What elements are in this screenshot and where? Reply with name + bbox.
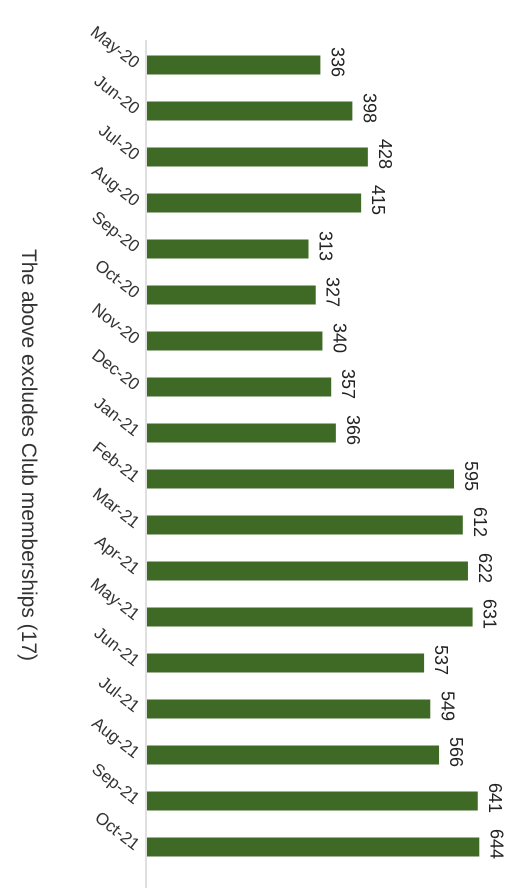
value-label-aug-21: 566 — [446, 737, 466, 767]
category-label-aug-20: Aug-20 — [88, 161, 143, 210]
value-label-sep-21: 641 — [485, 783, 505, 813]
bar-jun-20 — [147, 101, 353, 121]
bar-apr-21 — [147, 561, 468, 581]
bar-may-20 — [147, 55, 321, 75]
value-label-aug-20: 415 — [368, 185, 388, 215]
value-label-jul-20: 428 — [375, 139, 395, 169]
category-label-may-21: May-21 — [87, 574, 143, 624]
category-label-jan-21: Jan-21 — [91, 393, 144, 440]
bar-sep-21 — [147, 791, 478, 811]
category-label-jun-20: Jun-20 — [91, 71, 144, 118]
bars-layer — [147, 55, 480, 857]
exclusion-note: The above excludes Club memberships (17) — [17, 249, 40, 661]
category-label-jun-21: Jun-21 — [91, 623, 144, 670]
category-label-oct-20: Oct-20 — [91, 256, 143, 302]
value-label-mar-21: 612 — [470, 507, 490, 537]
category-label-apr-21: Apr-21 — [91, 532, 143, 578]
bar-may-21 — [147, 607, 473, 627]
value-label-may-21: 631 — [480, 599, 500, 629]
category-label-sep-20: Sep-20 — [88, 207, 143, 256]
value-labels-layer: 336 398 428 415 313 327 340 357 366 595 612 622 631 5… — [316, 47, 507, 859]
category-label-mar-21: Mar-21 — [89, 484, 143, 532]
value-label-dec-20: 357 — [338, 369, 358, 399]
category-label-feb-21: Feb-21 — [89, 438, 143, 486]
bar-sep-20 — [147, 239, 309, 259]
bar-aug-20 — [147, 193, 362, 213]
category-label-jul-21: Jul-21 — [95, 673, 143, 716]
category-labels-layer: May-20Jun-20Jul-20Aug-20Sep-20Oct-20Nov-… — [87, 22, 143, 854]
category-label-dec-20: Dec-20 — [88, 345, 143, 394]
value-label-jun-21: 537 — [431, 645, 451, 675]
value-label-jun-20: 398 — [359, 93, 379, 123]
bar-oct-21 — [147, 837, 480, 857]
bar-nov-20 — [147, 331, 323, 351]
bar-jan-21 — [147, 423, 336, 443]
category-label-jul-20: Jul-20 — [95, 121, 143, 164]
value-label-oct-21: 644 — [486, 829, 506, 859]
bar-dec-20 — [147, 377, 332, 397]
category-label-sep-21: Sep-21 — [88, 759, 143, 808]
value-label-nov-20: 340 — [329, 323, 349, 353]
category-label-oct-21: Oct-21 — [91, 808, 143, 854]
bar-jul-21 — [147, 699, 431, 719]
bar-aug-21 — [147, 745, 440, 765]
value-label-apr-21: 622 — [475, 553, 495, 583]
value-label-may-20: 336 — [327, 47, 347, 77]
category-label-nov-20: Nov-20 — [88, 299, 143, 348]
value-label-jul-21: 549 — [437, 691, 457, 721]
value-label-sep-20: 313 — [316, 231, 336, 261]
bar-feb-21 — [147, 469, 455, 489]
value-label-feb-21: 595 — [461, 461, 481, 491]
category-label-may-20: May-20 — [87, 22, 143, 72]
value-label-oct-20: 327 — [323, 277, 343, 307]
category-label-aug-21: Aug-21 — [88, 713, 143, 762]
value-label-jan-21: 366 — [343, 415, 363, 445]
bar-mar-21 — [147, 515, 463, 535]
bar-jul-20 — [147, 147, 368, 167]
bar-oct-20 — [147, 285, 316, 305]
bar-jun-21 — [147, 653, 425, 673]
